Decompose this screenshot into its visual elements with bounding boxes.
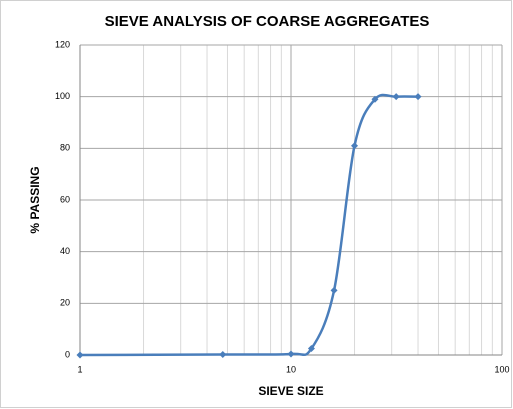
x-tick-label: 10 xyxy=(286,364,296,374)
y-tick-label: 100 xyxy=(55,91,70,101)
x-tick-label: 100 xyxy=(494,364,509,374)
data-point xyxy=(392,93,400,101)
y-tick-label: 120 xyxy=(55,39,70,49)
data-point xyxy=(307,345,315,353)
data-point xyxy=(330,286,338,294)
data-point xyxy=(219,350,227,358)
data-point xyxy=(76,351,84,359)
x-axis-label: SIEVE SIZE xyxy=(258,384,323,398)
y-tick-label: 60 xyxy=(60,194,70,204)
data-point xyxy=(414,93,422,101)
data-point xyxy=(351,142,359,150)
y-axis-label: % PASSING xyxy=(28,166,42,233)
y-tick-label: 0 xyxy=(65,349,70,359)
data-point xyxy=(371,95,379,103)
y-tick-label: 80 xyxy=(60,143,70,153)
x-tick-label: 1 xyxy=(77,364,82,374)
y-tick-label: 40 xyxy=(60,246,70,256)
data-point xyxy=(287,350,295,358)
y-tick-label: 20 xyxy=(60,298,70,308)
chart-title: SIEVE ANALYSIS OF COARSE AGGREGATES xyxy=(105,13,430,30)
